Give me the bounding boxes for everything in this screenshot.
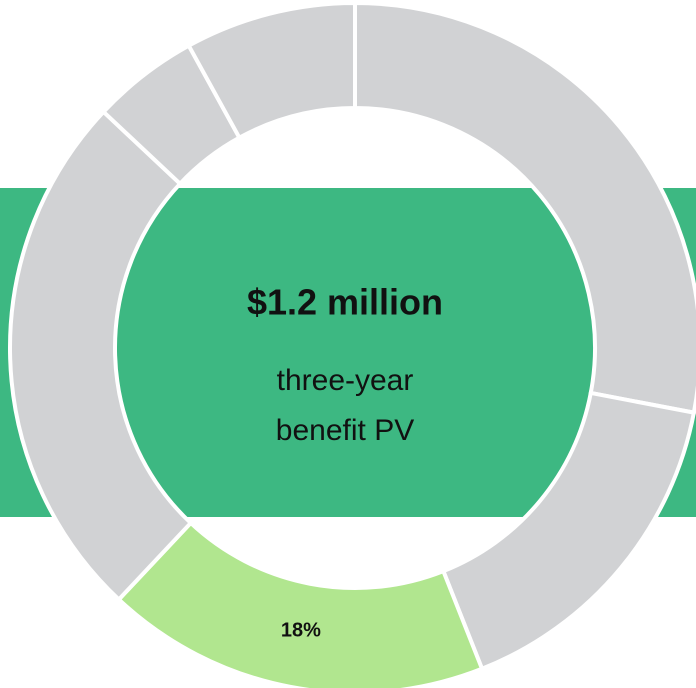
center-line: benefit PV <box>276 414 414 447</box>
donut-segment <box>353 0 696 415</box>
center-line: three-year <box>277 364 414 397</box>
donut-segment <box>186 0 357 141</box>
donut-segment <box>116 520 485 688</box>
donut <box>8 0 696 688</box>
center-title: $1.2 million <box>247 282 443 323</box>
value-label: 18% <box>281 620 321 642</box>
donut-segment <box>8 109 194 603</box>
